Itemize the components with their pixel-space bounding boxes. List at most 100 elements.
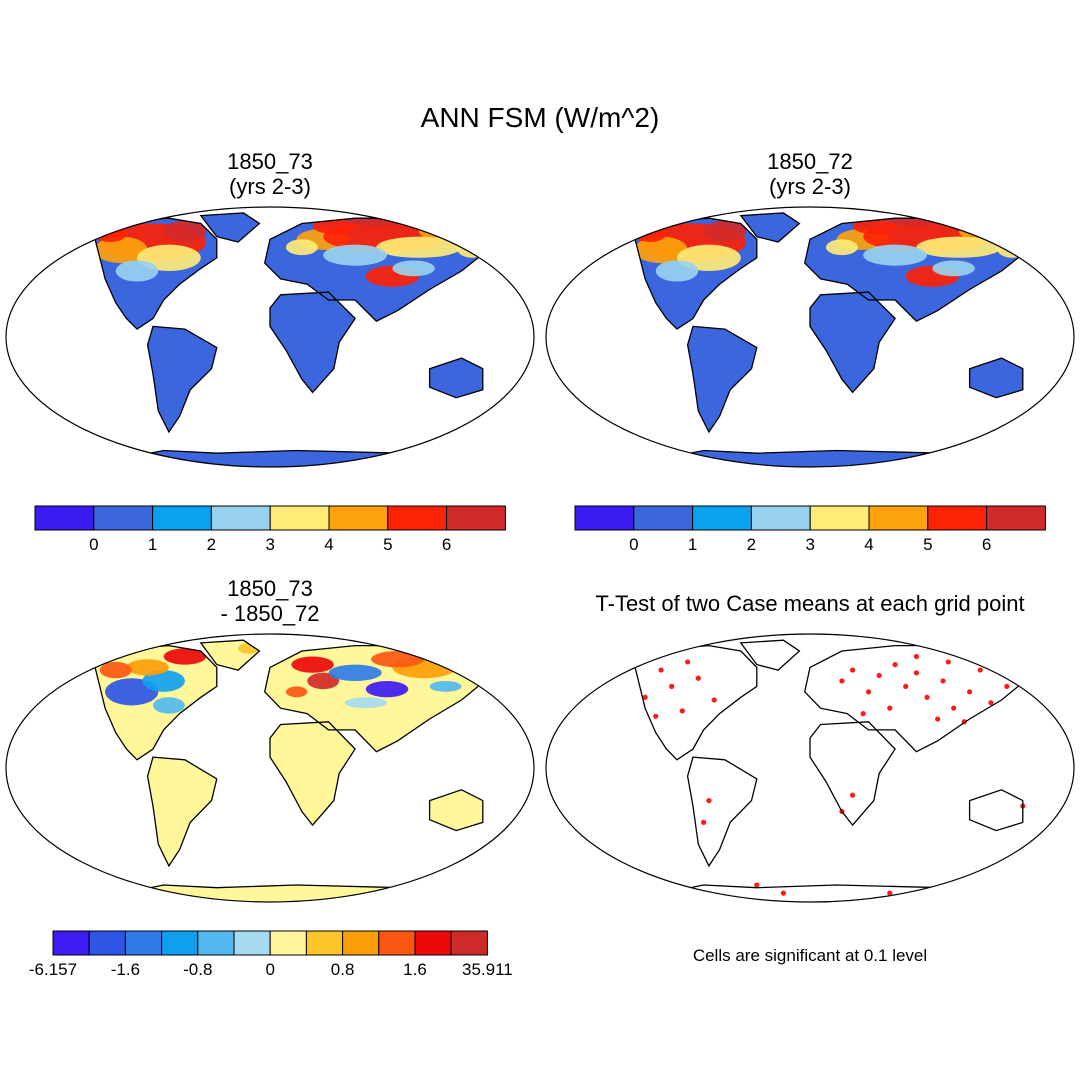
colorbar-box [692,505,752,531]
colorbar-box [124,930,163,956]
colorbar-tick-label: 4 [324,535,333,554]
significance-note: Cells are significant at 0.1 level [692,946,928,965]
colorbar-box [414,930,452,956]
africa-coastline [809,291,896,394]
colorbar-box [450,930,488,956]
field-patch [328,664,382,681]
significant-cell [876,672,882,679]
field-patch [163,648,207,665]
field-patch [365,680,409,698]
significant-cell [887,890,893,896]
significant-cell [754,882,760,888]
significant-cell [701,819,707,825]
colorbar-box [210,505,271,531]
panel-title-ttest: T-Test of two Case means at each grid po… [595,591,1025,616]
field-patch [889,215,943,227]
south-america-coastline [146,756,218,868]
colorbar-box [269,930,307,956]
field-patch [126,659,169,676]
colorbar-box [34,505,95,531]
colorbar-box [387,505,448,531]
field-patch [916,236,1002,258]
field-patch [312,218,356,235]
colorbar-box [233,930,271,956]
south-america-coastline [686,325,758,434]
australia-shape [969,358,1023,398]
africa-coastline [809,721,896,827]
field-patch [371,651,425,668]
significant-cell [977,667,983,673]
colorbar-box [574,505,635,531]
north-america-coastline [93,644,218,761]
south-america-shape [147,326,217,432]
north-america-coastline [93,217,218,330]
field-patch [163,220,207,242]
africa-shape [270,721,356,826]
significant-cell [940,678,946,684]
map-case2 [545,206,1075,468]
significant-cell [658,667,664,673]
map-content [93,639,495,902]
field-patch [285,239,318,256]
significant-cell [860,711,866,717]
field-patch [291,656,334,673]
australia-coastline [968,357,1024,399]
colorbar-tick-label: 5 [383,535,392,554]
significant-cell [935,716,941,722]
greenland-coastline [739,639,801,671]
colorbar-box [342,930,380,956]
north-america-shape [634,646,756,760]
field-patch [349,215,403,227]
colorbar-tick-label: 0 [265,960,274,979]
significant-cell [839,678,845,684]
significant-cell [924,694,930,700]
colorbar-box [93,505,154,531]
colorbar-box [328,505,389,531]
greenland-coastline [199,639,261,671]
colorbar-box [446,505,506,531]
colorbar-tick-label: 2 [207,535,216,554]
australia-coastline [968,789,1024,832]
colorbar-tick-label: 2 [747,535,756,554]
south-america-coastline [146,325,218,434]
colorbar-tick-label: 0 [629,535,638,554]
field-patch [94,236,148,264]
field-patch [392,260,435,277]
field-patch [142,670,185,692]
colorbar-difference: -6.157 -1.6 -0.8 0 0.8 1.6 35.911 [29,930,513,979]
colorbar-box [750,505,811,531]
field-patch [152,697,185,714]
colorbar-box [986,505,1046,531]
significant-cell [865,689,872,695]
field-patch [863,244,928,266]
colorbar-tick-label: 1 [148,535,157,554]
field-patch [307,672,340,690]
north-america-coastline [633,644,758,761]
eurasia-shape [805,646,1028,752]
significant-cell [669,683,675,689]
field-patch [932,260,975,277]
field-patch [655,260,699,282]
panel-title-case1: 1850_73 (yrs 2-3) [227,149,313,199]
significance-layer [642,653,1026,896]
map-ttest [545,633,1075,903]
south-america-shape [687,326,757,432]
field-patch [115,260,159,282]
colorbar-box [152,505,212,531]
field-patch [344,697,388,709]
colorbar-box [378,930,416,956]
map-case1 [5,206,535,468]
significant-cell [1004,683,1010,689]
africa-shape [810,292,896,393]
significant-cell [892,662,898,668]
colorbar-box [809,505,870,531]
colorbar-tick-label: 3 [265,535,274,554]
colorbar-box [88,930,126,956]
colorbar-box [52,930,90,956]
colorbar-tick-label: 1.6 [403,960,427,979]
africa-shape [270,292,356,393]
colorbar-case2: 0 1 2 3 4 5 6 [574,505,1046,554]
coastline-layer [633,639,1035,902]
colorbar-tick-label: 1 [688,535,697,554]
australia-coastline [428,357,484,399]
